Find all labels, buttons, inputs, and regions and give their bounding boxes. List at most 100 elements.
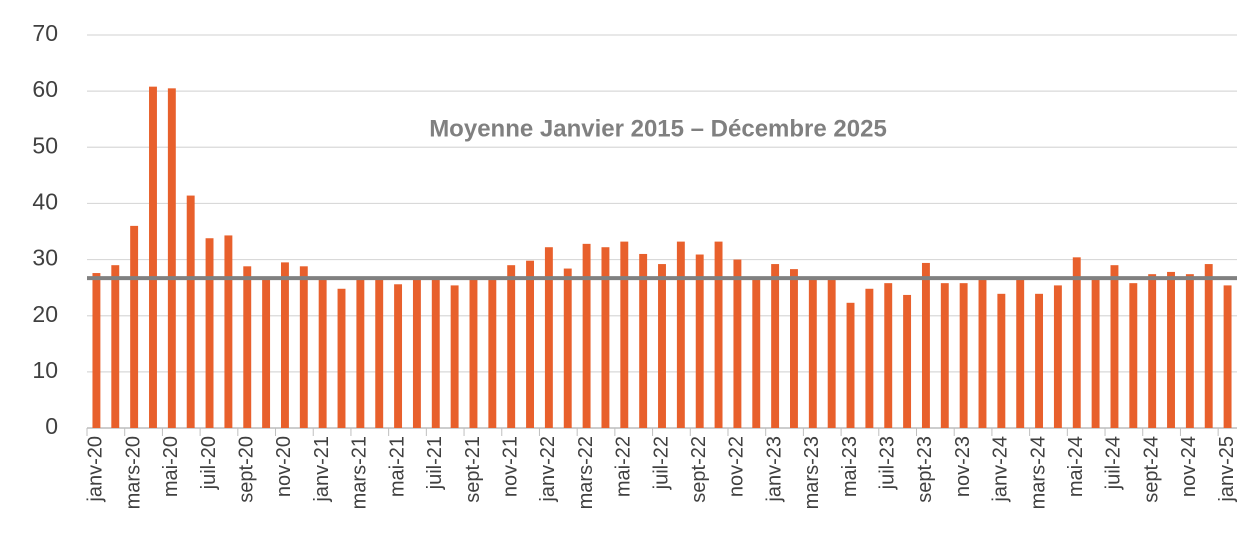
bar [1148, 274, 1157, 428]
x-tick-label: sept-24 [1140, 436, 1162, 503]
bar [507, 265, 516, 428]
x-tick-label: janv-24 [990, 436, 1012, 503]
bar [488, 278, 497, 428]
bar [1072, 257, 1081, 428]
bar [1091, 278, 1100, 428]
bar [111, 265, 120, 428]
bar [997, 293, 1006, 428]
bar [808, 278, 817, 428]
x-tick-label: janv-21 [311, 436, 333, 503]
x-tick-label: sept-22 [688, 436, 710, 503]
bar [921, 262, 930, 428]
bar [431, 278, 440, 428]
bar [318, 278, 327, 428]
bar [658, 264, 666, 428]
bar [714, 241, 723, 428]
bar [827, 278, 836, 428]
bar [1185, 274, 1194, 428]
x-tick-label: nov-24 [1178, 436, 1200, 497]
bar [733, 259, 742, 428]
x-tick-label: nov-23 [952, 436, 974, 497]
x-tick-label: juil-22 [650, 436, 672, 490]
x-tick-label: janv-23 [763, 436, 785, 503]
bar [601, 247, 610, 428]
x-tick-label: janv-20 [85, 436, 107, 503]
bar [1223, 285, 1232, 428]
bar [676, 241, 685, 428]
x-tick-label: juil-20 [198, 436, 220, 490]
bar [903, 294, 912, 428]
x-tick-label: janv-22 [537, 436, 559, 503]
x-tick-label: nov-22 [726, 436, 748, 497]
x-tick-label: mai-24 [1065, 436, 1087, 497]
bar [526, 260, 534, 428]
bar [639, 253, 648, 428]
bar [582, 243, 591, 428]
bar [394, 284, 403, 428]
bar [695, 254, 704, 428]
bar [412, 278, 421, 428]
bar [299, 266, 308, 428]
x-tick-label: nov-20 [273, 436, 295, 497]
bar [337, 288, 346, 428]
bar [280, 262, 289, 428]
y-tick-label: 30 [32, 245, 58, 271]
x-tick-label: mars-21 [349, 436, 371, 509]
x-tick-label: mai-22 [613, 436, 635, 497]
x-tick-label: sept-20 [236, 436, 258, 503]
y-tick-label: 10 [32, 357, 58, 383]
x-tick-label: janv-25 [1216, 436, 1238, 503]
bar [186, 195, 195, 428]
bar [205, 238, 214, 428]
bar [752, 278, 761, 428]
y-tick-label: 60 [32, 76, 58, 102]
bar [563, 268, 572, 428]
bar [771, 264, 780, 428]
x-tick-label: juil-21 [424, 436, 446, 490]
bar [1016, 278, 1025, 428]
x-tick-label: juil-24 [1103, 436, 1125, 490]
x-tick-label: mai-21 [386, 436, 408, 497]
bar [1129, 283, 1138, 428]
bar [92, 273, 101, 428]
x-tick-label: nov-21 [499, 436, 521, 497]
bar [940, 283, 949, 428]
bar [375, 279, 384, 428]
bar [130, 225, 139, 428]
bar [959, 283, 968, 428]
y-tick-label: 20 [32, 301, 58, 327]
x-tick-label: juil-23 [877, 436, 899, 490]
bar [790, 269, 798, 428]
x-tick-label: sept-23 [914, 436, 936, 503]
bar [1204, 264, 1213, 428]
bar [450, 285, 459, 428]
bar [469, 278, 478, 428]
x-tick-label: mars-22 [575, 436, 597, 509]
bar [243, 266, 252, 428]
x-tick-label: mai-20 [160, 436, 182, 497]
bar [865, 288, 874, 428]
y-tick-label: 0 [45, 413, 58, 439]
bar [620, 241, 629, 428]
bar [1110, 265, 1119, 428]
bar [884, 283, 893, 428]
y-tick-label: 70 [32, 20, 58, 46]
x-tick-label: mars-24 [1027, 436, 1049, 509]
bar [224, 235, 233, 428]
bar [978, 278, 987, 428]
x-tick-label: sept-21 [462, 436, 484, 503]
x-tick-label: mars-23 [801, 436, 823, 509]
bar [544, 247, 553, 428]
bar [356, 278, 365, 428]
y-tick-label: 40 [32, 189, 58, 215]
x-tick-label: mai-23 [839, 436, 861, 497]
bar [1167, 271, 1175, 428]
reference-label: Moyenne Janvier 2015 – Décembre 2025 [429, 115, 887, 142]
bar [149, 86, 157, 428]
bar [167, 88, 176, 428]
bar [1035, 293, 1044, 428]
bar [846, 302, 855, 428]
bar [262, 278, 271, 428]
bar [1053, 285, 1062, 428]
